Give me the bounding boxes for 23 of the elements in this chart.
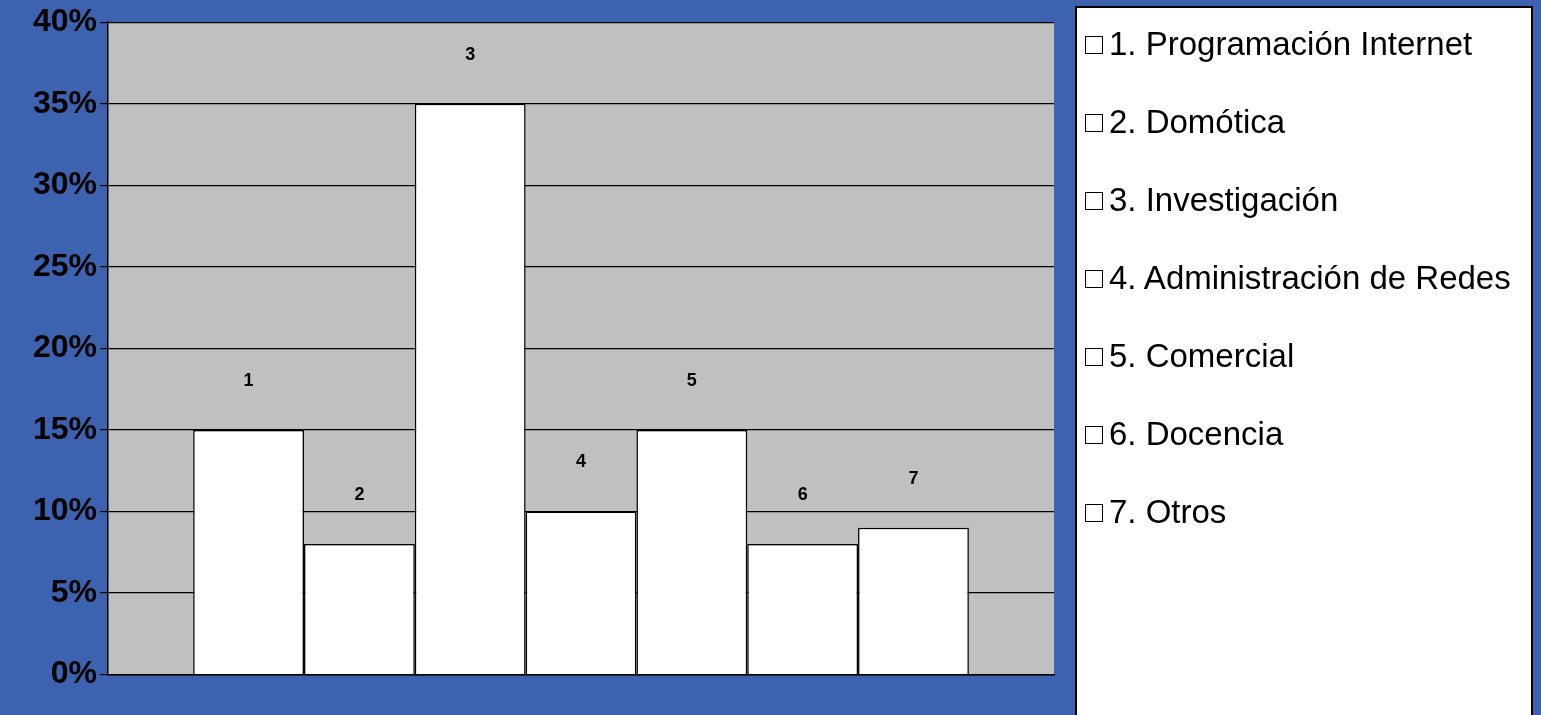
legend-label: 7. Otros xyxy=(1109,492,1227,532)
legend-label: 2. Domótica xyxy=(1109,102,1286,142)
y-tick-label: 35% xyxy=(33,83,98,120)
y-tick-label: 20% xyxy=(33,328,98,365)
y-tick-label: 15% xyxy=(33,409,98,446)
y-tick-label: 10% xyxy=(33,491,98,528)
annotation: 2 xyxy=(354,484,365,505)
annotation: 6 xyxy=(797,484,808,505)
y-tick-label: 30% xyxy=(33,165,98,202)
legend-label: 1. Programación Internet xyxy=(1109,24,1473,64)
annotation: 1 xyxy=(243,369,254,390)
legend-label: 3. Investigación xyxy=(1109,180,1339,220)
legend-label: 4. Administración de Redes xyxy=(1109,258,1511,298)
annotation: 4 xyxy=(576,451,587,472)
y-tick-label: 5% xyxy=(50,572,98,609)
y-tick-label: 25% xyxy=(33,246,98,283)
annotation: 7 xyxy=(908,467,919,488)
annotation: 5 xyxy=(686,369,697,390)
legend-label: 6. Docencia xyxy=(1109,414,1284,454)
annotation: 3 xyxy=(465,43,476,64)
y-tick-label: 40% xyxy=(33,2,98,39)
y-tick-label: 0% xyxy=(50,654,98,691)
legend-label: 5. Comercial xyxy=(1109,336,1295,376)
